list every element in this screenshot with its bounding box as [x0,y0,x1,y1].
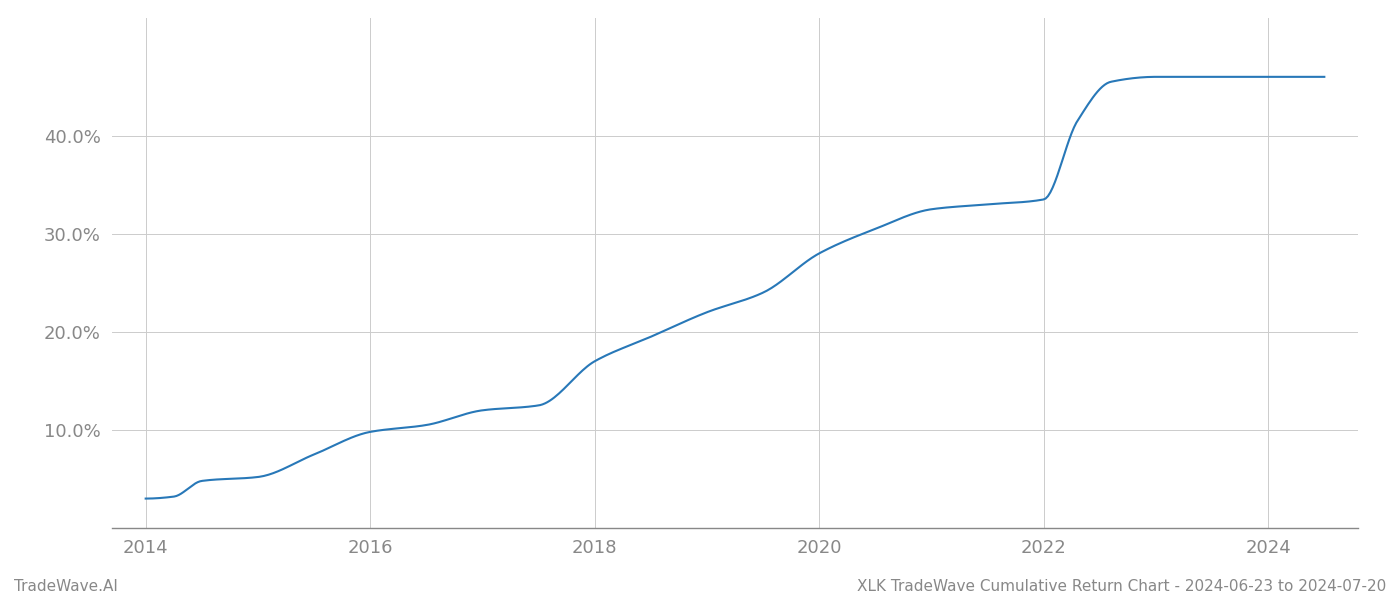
Text: XLK TradeWave Cumulative Return Chart - 2024-06-23 to 2024-07-20: XLK TradeWave Cumulative Return Chart - … [857,579,1386,594]
Text: TradeWave.AI: TradeWave.AI [14,579,118,594]
